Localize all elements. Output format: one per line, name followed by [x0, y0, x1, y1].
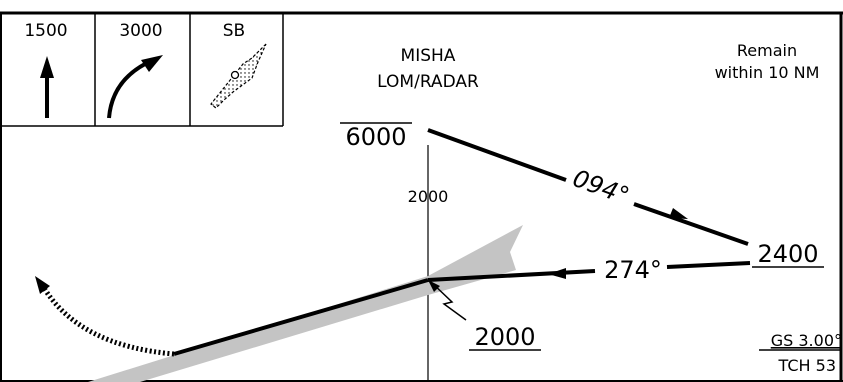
fix-type: LOM/RADAR [377, 72, 479, 92]
inbound-course-label: 274° [604, 256, 662, 284]
remain-note-line2: within 10 NM [715, 63, 820, 82]
outbound-course-label: 094° [569, 164, 633, 210]
glideslope-intercept-icon [430, 281, 467, 321]
stepdown-box-icon [210, 43, 267, 109]
climb-box-3000-label: 3000 [119, 21, 162, 41]
stepdown-box-label: SB [223, 21, 245, 41]
remain-note-line1: Remain [737, 41, 797, 60]
climb-box-1500-label: 1500 [24, 21, 67, 41]
fix-axis-altitude: 2000 [408, 187, 449, 206]
straight-climb-arrow-icon [40, 56, 54, 118]
fix-minimum-altitude: 6000 [345, 123, 406, 151]
inbound-course-leg [427, 261, 751, 282]
minimums-box-group: 1500 3000 SB [1, 13, 284, 127]
missed-approach-path [35, 276, 175, 357]
glideslope-angle: GS 3.00° [771, 331, 842, 350]
climbing-turn-arrow-icon [107, 55, 163, 119]
procedure-turn-altitude: 2400 [757, 240, 818, 268]
approach-area-shading [88, 225, 523, 382]
fix-name: MISHA [401, 46, 456, 66]
glideslope-intercept-altitude: 2000 [474, 323, 535, 351]
threshold-crossing-height: TCH 53 [778, 356, 836, 375]
final-approach-line [173, 278, 429, 356]
intercept-arrowhead [428, 280, 440, 292]
outbound-course-leg [427, 128, 749, 246]
